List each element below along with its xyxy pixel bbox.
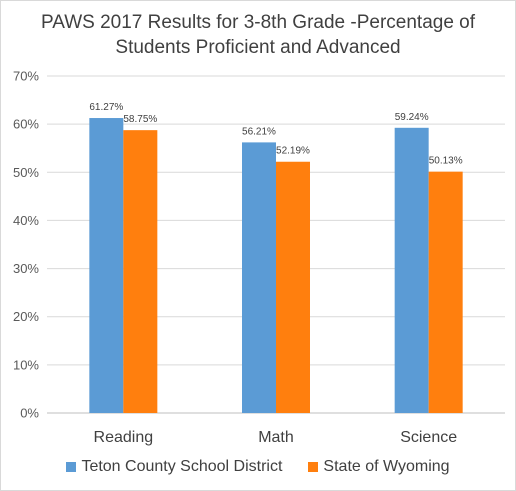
y-tick-label: 60% bbox=[13, 117, 39, 132]
y-tick-label: 20% bbox=[13, 309, 39, 324]
y-tick-label: 0% bbox=[20, 406, 39, 421]
chart-title-line-2: Students Proficient and Advanced bbox=[115, 37, 401, 58]
x-axis: Reading Math Science bbox=[94, 429, 458, 446]
data-label: 56.21% bbox=[242, 126, 276, 137]
data-label: 61.27% bbox=[89, 102, 123, 113]
bar-math-0 bbox=[242, 142, 276, 413]
legend-label: State of Wyoming bbox=[323, 458, 450, 475]
chart-title: PAWS 2017 Results for 3-8th Grade -Perce… bbox=[0, 10, 516, 60]
legend-item: State of Wyoming bbox=[308, 458, 450, 476]
legend-swatch bbox=[308, 462, 319, 472]
data-label: 50.13% bbox=[429, 156, 463, 167]
bar-reading-1 bbox=[123, 130, 158, 414]
legend-label: Teton County School District bbox=[81, 458, 283, 475]
x-tick-label: Science bbox=[400, 429, 457, 446]
bar-science-1 bbox=[428, 171, 463, 413]
y-tick-label: 40% bbox=[13, 213, 39, 228]
legend-swatch bbox=[66, 462, 77, 472]
y-tick-label: 10% bbox=[13, 357, 39, 372]
y-tick-label: 50% bbox=[13, 165, 39, 180]
x-tick-label: Reading bbox=[94, 429, 154, 446]
bar-reading-0 bbox=[89, 118, 124, 413]
legend-item: Teton County School District bbox=[66, 458, 282, 476]
data-label: 58.75% bbox=[123, 114, 157, 125]
x-tick-label: Math bbox=[258, 429, 294, 446]
y-tick-label: 70% bbox=[13, 69, 39, 84]
bar-math-1 bbox=[276, 161, 310, 413]
data-labels: 61.27%58.75% 56.21%52.19% 59.24% 50.13% bbox=[89, 102, 462, 167]
bar-science-0 bbox=[394, 127, 429, 414]
data-label: 59.24% bbox=[395, 112, 429, 123]
y-tick-label: 30% bbox=[13, 261, 39, 276]
chart-title-line-1: PAWS 2017 Results for 3-8th Grade -Perce… bbox=[40, 12, 476, 33]
legend: Teton County School District State of Wyo… bbox=[0, 458, 516, 476]
bars bbox=[89, 118, 463, 414]
data-label: 52.19% bbox=[276, 146, 310, 157]
y-axis: 0% 10% 20% 30% 40% 50% 60% 70% bbox=[13, 69, 39, 421]
